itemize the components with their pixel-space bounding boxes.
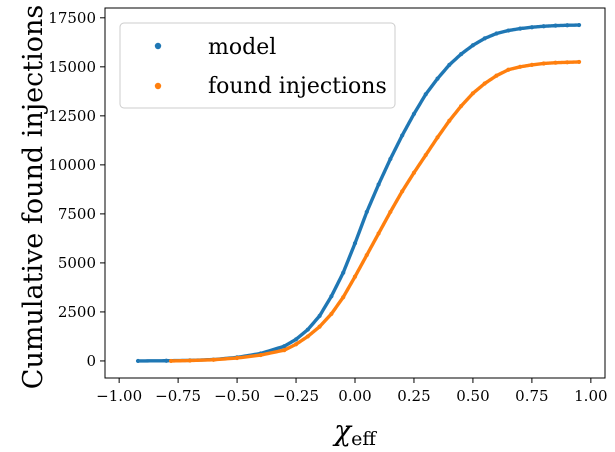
x-tick-label: −1.00	[96, 387, 142, 405]
data-point	[258, 352, 263, 358]
data-point	[293, 342, 299, 347]
series-layer	[135, 22, 582, 364]
data-point	[470, 91, 476, 96]
data-point	[282, 344, 287, 349]
y-tick-label: 10000	[48, 156, 96, 174]
data-point	[187, 358, 193, 363]
series-found-injections	[168, 59, 582, 364]
data-point	[517, 26, 523, 31]
data-point	[305, 334, 310, 339]
data-point	[494, 73, 499, 78]
data-point	[341, 270, 346, 275]
data-point	[565, 23, 570, 28]
data-point	[553, 23, 558, 28]
y-tick-label: 7500	[58, 205, 96, 223]
data-point	[576, 59, 582, 65]
data-point	[553, 60, 558, 65]
data-point	[376, 182, 381, 187]
data-point	[305, 327, 310, 332]
data-point	[352, 274, 358, 279]
data-point	[576, 22, 582, 28]
data-point	[388, 209, 393, 215]
data-point	[459, 51, 464, 57]
data-point	[423, 152, 428, 158]
data-point	[435, 76, 440, 81]
data-point	[447, 62, 452, 67]
data-point	[470, 43, 476, 48]
x-axis-title: χeff	[332, 414, 377, 450]
data-point	[482, 36, 487, 41]
data-point	[234, 355, 240, 361]
data-point	[317, 324, 322, 329]
data-point	[352, 241, 358, 246]
data-point	[329, 311, 334, 316]
data-point	[293, 337, 299, 342]
x-tick-label: −0.50	[214, 387, 260, 405]
x-tick-label: 0.50	[456, 387, 489, 405]
data-point	[506, 67, 511, 72]
data-point	[447, 118, 452, 123]
legend-label-model: model	[208, 35, 276, 60]
data-point	[423, 92, 428, 97]
legend: model found injections	[119, 22, 396, 109]
x-axis-ticks: −1.00 −0.75 −0.50 −0.25 0.00 0.25 0.50 0.75 1.00	[96, 378, 608, 405]
data-point	[459, 103, 464, 109]
data-point	[135, 358, 141, 364]
x-tick-label: 0.25	[397, 387, 430, 405]
y-axis-title: Cumulative found injections	[18, 5, 49, 389]
data-point	[506, 28, 511, 33]
data-point	[482, 81, 487, 86]
data-point	[400, 133, 405, 138]
legend-marker-model	[154, 42, 162, 50]
x-axis-title-subscript: eff	[351, 428, 377, 450]
data-point	[494, 31, 499, 36]
data-point	[517, 64, 523, 69]
x-tick-label: −0.25	[273, 387, 319, 405]
y-tick-label: 2500	[58, 303, 96, 321]
data-point	[411, 170, 417, 175]
data-point	[364, 252, 369, 258]
data-point	[341, 295, 346, 300]
y-tick-label: 0	[86, 352, 96, 370]
legend-frame	[119, 22, 396, 109]
data-point	[364, 209, 369, 215]
y-axis-ticks: 0 2500 5000 7500 10000 12500 15000 17500	[48, 9, 105, 370]
x-axis-title-main: χ	[332, 414, 353, 447]
data-point	[435, 135, 440, 140]
data-point	[529, 62, 534, 67]
y-tick-label: 17500	[48, 9, 96, 27]
y-tick-label: 15000	[48, 58, 96, 76]
data-point	[168, 358, 174, 364]
y-tick-label: 5000	[58, 254, 96, 272]
data-point	[282, 348, 287, 353]
data-point	[164, 358, 169, 363]
data-point	[317, 313, 322, 318]
x-tick-label: −0.75	[155, 387, 201, 405]
data-point	[329, 294, 334, 299]
data-point	[376, 231, 381, 236]
legend-label-found-injections: found injections	[208, 74, 387, 99]
data-point	[211, 357, 216, 362]
data-point	[541, 61, 546, 66]
data-point	[565, 60, 570, 65]
data-point	[529, 25, 534, 30]
x-tick-label: 1.00	[574, 387, 607, 405]
data-point	[541, 24, 546, 29]
legend-marker-found-injections	[154, 82, 162, 90]
y-tick-label: 12500	[48, 107, 96, 125]
x-tick-label: 0.00	[338, 387, 371, 405]
data-point	[411, 111, 417, 116]
x-tick-label: 0.75	[515, 387, 548, 405]
data-point	[388, 156, 393, 162]
data-point	[400, 189, 405, 194]
